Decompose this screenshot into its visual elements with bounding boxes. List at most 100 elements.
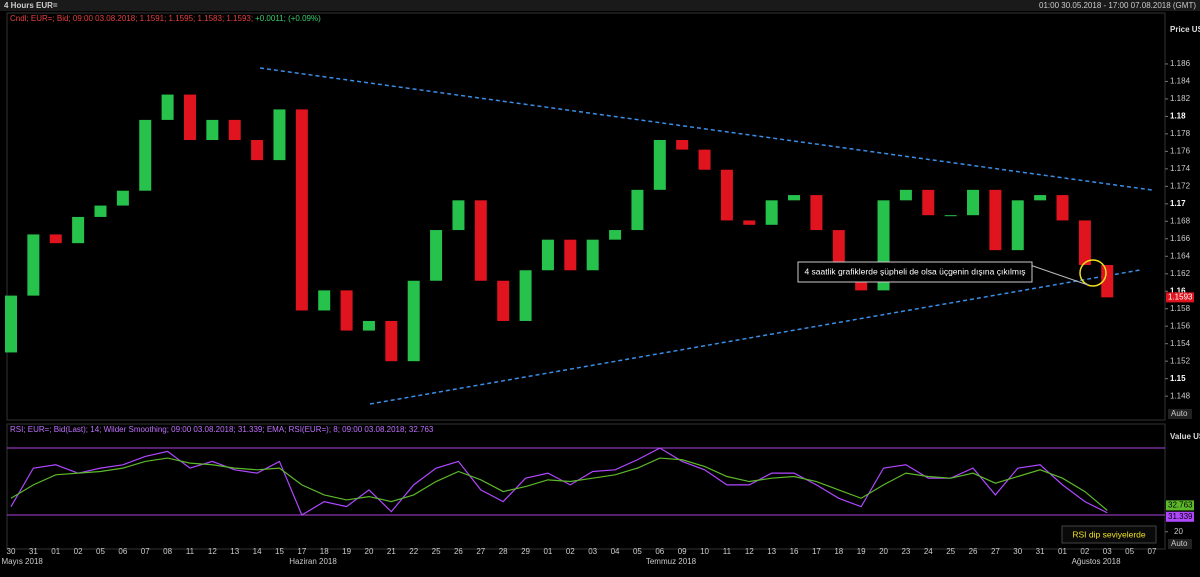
candle xyxy=(586,239,599,271)
x-tick-label: 19 xyxy=(857,547,866,556)
candle xyxy=(541,239,554,271)
x-tick-label: 01 xyxy=(543,547,552,556)
y-tick-label: 1.186 xyxy=(1170,59,1191,68)
price-change: +0.0011; (+0.09%) xyxy=(255,14,321,23)
candle xyxy=(139,119,152,191)
rsi-line xyxy=(10,457,1108,511)
x-tick-label: 24 xyxy=(924,547,933,556)
y-tick-label: 20 xyxy=(1174,527,1183,536)
y-tick-label: 1.148 xyxy=(1170,391,1191,400)
candle xyxy=(967,189,980,216)
auto-label: Auto xyxy=(1171,539,1188,548)
x-tick-label: 07 xyxy=(1148,547,1157,556)
price-legend: Cndl; EUR=; Bid; 09:00 03.08.2018; 1.159… xyxy=(10,14,253,23)
x-tick-label: 30 xyxy=(1013,547,1022,556)
x-tick-label: 23 xyxy=(901,547,910,556)
y-tick-label: 1.182 xyxy=(1170,94,1191,103)
candle xyxy=(452,200,465,231)
x-tick-label: 28 xyxy=(499,547,508,556)
y-tick-label: 1.172 xyxy=(1170,181,1191,190)
x-tick-label: 27 xyxy=(476,547,485,556)
month-label: Haziran 2018 xyxy=(289,557,337,566)
x-tick-label: 19 xyxy=(342,547,351,556)
x-tick-label: 02 xyxy=(1080,547,1089,556)
x-tick-label: 20 xyxy=(365,547,374,556)
x-tick-label: 11 xyxy=(723,547,732,556)
month-label: Temmuz 2018 xyxy=(646,557,697,566)
candle xyxy=(228,119,241,141)
candle xyxy=(5,295,17,353)
candle xyxy=(295,109,308,311)
x-tick-label: 17 xyxy=(297,547,306,556)
x-tick-label: 26 xyxy=(454,547,463,556)
candle xyxy=(519,270,532,321)
candle xyxy=(609,230,622,240)
x-tick-label: 01 xyxy=(1058,547,1067,556)
candle xyxy=(94,205,107,217)
candle xyxy=(922,189,935,216)
x-tick-label: 26 xyxy=(969,547,978,556)
y-tick-label: 1.184 xyxy=(1170,77,1191,86)
candle xyxy=(899,189,912,201)
x-tick-label: 03 xyxy=(1103,547,1112,556)
candle xyxy=(497,280,510,321)
x-tick-label: 27 xyxy=(991,547,1000,556)
date-range: 01:00 30.05.2018 - 17:00 07.08.2018 (GMT… xyxy=(1039,1,1196,10)
candle xyxy=(251,140,264,161)
x-tick-label: 02 xyxy=(566,547,575,556)
month-label: Ağustos 2018 xyxy=(1072,557,1121,566)
trend-line-upper xyxy=(259,67,1153,191)
auto-box xyxy=(1168,409,1192,419)
x-tick-label: 25 xyxy=(946,547,955,556)
candle xyxy=(788,195,801,201)
candle xyxy=(183,94,196,141)
candle xyxy=(161,94,174,120)
candle xyxy=(430,230,443,281)
candle xyxy=(273,109,286,161)
value-box xyxy=(1166,500,1194,511)
candle xyxy=(407,280,420,362)
x-tick-label: 05 xyxy=(633,547,642,556)
candle xyxy=(340,290,353,331)
candle xyxy=(49,234,62,244)
y-tick-label: 1.18 xyxy=(1170,112,1186,121)
x-tick-label: 13 xyxy=(230,547,239,556)
y-tick-label: 1.17 xyxy=(1170,199,1186,208)
last-price-box xyxy=(1166,292,1194,303)
x-tick-label: 05 xyxy=(1125,547,1134,556)
candle xyxy=(810,195,823,231)
x-tick-label: 04 xyxy=(611,547,620,556)
candle xyxy=(1056,195,1069,221)
candle xyxy=(564,239,577,271)
y-tick-label: 1.154 xyxy=(1170,339,1191,348)
last-price-label: 1.1593 xyxy=(1168,292,1193,301)
auto-box xyxy=(1168,539,1192,549)
highlight-circle xyxy=(1079,259,1107,287)
y-tick-label: 1.166 xyxy=(1170,234,1191,243)
y-tick-label: 1.176 xyxy=(1170,146,1191,155)
price-axis-label: Price USD xyxy=(1170,25,1200,34)
value-label: 31.339 xyxy=(1168,512,1193,521)
x-tick-label: 17 xyxy=(812,547,821,556)
auto-label: Auto xyxy=(1171,409,1188,418)
y-tick-label: 1.156 xyxy=(1170,321,1191,330)
x-tick-label: 18 xyxy=(834,547,843,556)
candle xyxy=(1034,195,1047,201)
candle xyxy=(631,189,644,231)
candle xyxy=(1101,265,1114,298)
x-tick-label: 29 xyxy=(521,547,530,556)
x-tick-label: 10 xyxy=(700,547,709,556)
rsi-annotation-box xyxy=(1061,525,1157,544)
x-tick-label: 31 xyxy=(1036,547,1045,556)
y-tick-label: 1.158 xyxy=(1170,304,1191,313)
rsi-annotation: RSI dip seviyelerde xyxy=(1072,529,1146,539)
x-tick-label: 07 xyxy=(141,547,150,556)
title-bar xyxy=(0,0,1200,11)
rsi-legend: RSI; EUR=; Bid(Last); 14; Wilder Smoothi… xyxy=(10,425,434,434)
x-tick-label: 02 xyxy=(74,547,83,556)
candle xyxy=(944,215,957,217)
x-tick-label: 09 xyxy=(678,547,687,556)
